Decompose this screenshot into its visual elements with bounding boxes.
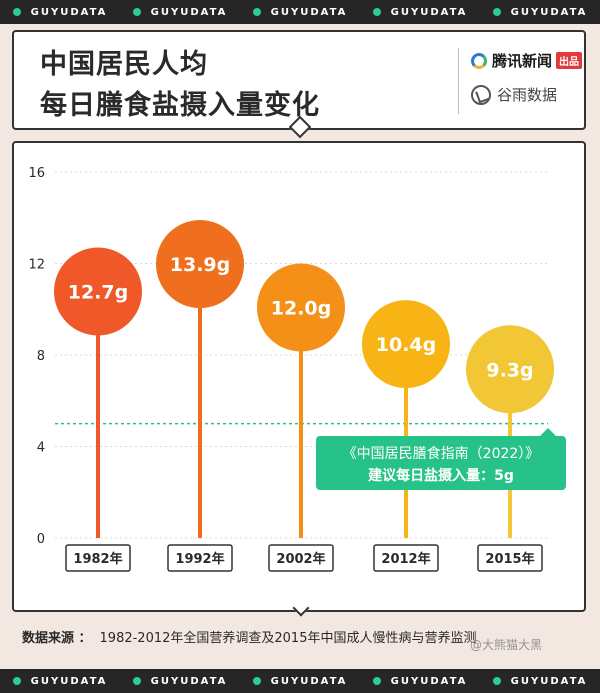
band-item: GUYUDATA [12, 675, 108, 687]
data-label: 10.4g [376, 334, 436, 356]
data-source-text: 1982-2012年全国营养调查及2015年中国成人慢性病与营养监测 [99, 631, 477, 646]
band-dot-icon [12, 8, 21, 16]
tencent-news-icon [471, 52, 487, 69]
band-text: GUYUDATA [30, 675, 108, 687]
guyu-data-logo: 谷雨数据 [471, 84, 557, 105]
band-text: GUYUDATA [510, 675, 588, 687]
data-label: 12.7g [68, 281, 128, 303]
x-category-box [65, 544, 131, 572]
y-tick-label: 12 [28, 258, 45, 273]
data-source-label: 数据来源 ： [22, 631, 92, 646]
x-tick-label: 1982年 [73, 551, 122, 567]
lollipop-head [466, 325, 554, 414]
band-text: GUYUDATA [510, 6, 588, 18]
band-item: GUYUDATA [372, 675, 468, 687]
x-tick-label: 2015年 [485, 551, 534, 567]
band-dot-icon [372, 8, 381, 16]
lollipop-head [54, 247, 142, 336]
band-item: GUYUDATA [132, 6, 228, 18]
reference-label-line-1: 《中国居民膳食指南（2022）》 [343, 445, 540, 462]
band-text: GUYUDATA [270, 675, 348, 687]
x-category-box [373, 544, 439, 572]
x-category-box [167, 544, 233, 572]
lollipop-head [362, 300, 450, 389]
band-text: GUYUDATA [150, 675, 228, 687]
band-item: GUYUDATA [252, 6, 348, 18]
data-label: 12.0g [271, 298, 331, 320]
x-tick-label: 2002年 [276, 551, 325, 567]
band-dot-icon [492, 8, 501, 16]
data-source: 数据来源 ： 1982-2012年全国营养调查及2015年中国成人慢性病与营养监测 [22, 627, 476, 646]
band-dot-icon [12, 677, 21, 685]
band-text: GUYUDATA [150, 6, 228, 18]
band-item: GUYUDATA [132, 675, 228, 687]
band-item: GUYUDATA [252, 675, 348, 687]
title-divider [458, 48, 459, 114]
x-tick-label: 2012年 [381, 551, 430, 567]
top-brand-band: GUYUDATA GUYUDATA GUYUDATA GUYUDATA GUYU… [0, 0, 600, 24]
reference-callout-pointer [540, 428, 556, 436]
bottom-brand-band: GUYUDATA GUYUDATA GUYUDATA GUYUDATA GUYU… [0, 669, 600, 693]
tencent-news-logo: 腾讯新闻 出品 [471, 50, 583, 71]
watermark: @大熊猫大黑 [470, 638, 543, 652]
lollipop-head [156, 220, 244, 309]
band-dot-icon [132, 8, 141, 16]
reference-callout [316, 436, 566, 490]
y-tick-label: 0 [37, 532, 45, 547]
data-label: 13.9g [170, 254, 230, 276]
band-dot-icon [492, 677, 501, 685]
tencent-news-badge: 出品 [556, 52, 583, 69]
page-title-line-1: 中国居民人均 [40, 49, 208, 80]
band-dot-icon [372, 677, 381, 685]
band-item: GUYUDATA [372, 6, 468, 18]
guyu-leaf-icon [471, 84, 491, 105]
band-dot-icon [252, 677, 261, 685]
lollipop-head [257, 263, 345, 352]
y-tick-label: 8 [37, 349, 45, 364]
band-item: GUYUDATA [12, 6, 108, 18]
y-tick-label: 4 [37, 441, 45, 456]
x-category-box [268, 544, 334, 572]
guyu-data-name: 谷雨数据 [497, 86, 558, 104]
x-tick-label: 1992年 [175, 551, 224, 567]
page-title-line-2: 每日膳食盐摄入量变化 [40, 90, 320, 121]
band-dot-icon [132, 677, 141, 685]
band-text: GUYUDATA [30, 6, 108, 18]
band-item: GUYUDATA [492, 6, 588, 18]
reference-label-line-2: 建议每日盐摄入量：5g [368, 467, 514, 484]
x-category-box [477, 544, 543, 572]
band-text: GUYUDATA [390, 675, 468, 687]
band-text: GUYUDATA [390, 6, 468, 18]
y-tick-label: 16 [28, 166, 45, 181]
band-text: GUYUDATA [270, 6, 348, 18]
data-label: 9.3g [486, 359, 533, 381]
band-dot-icon [252, 8, 261, 16]
tencent-news-name: 腾讯新闻 [492, 52, 553, 70]
band-item: GUYUDATA [492, 675, 588, 687]
